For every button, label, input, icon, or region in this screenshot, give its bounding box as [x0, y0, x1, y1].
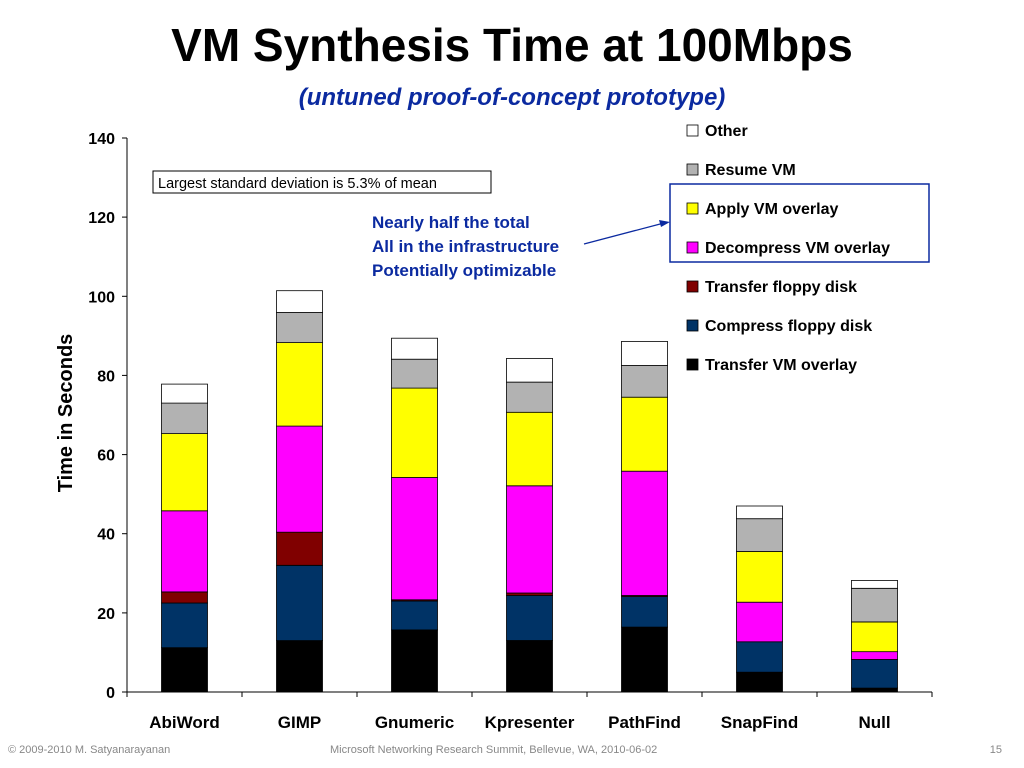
std-note-box	[152, 170, 492, 194]
y-tick-label: 100	[88, 289, 115, 306]
bar-segment	[851, 580, 898, 589]
bar-segment	[161, 647, 208, 693]
legend-swatch	[686, 280, 699, 293]
legend-swatch	[686, 358, 699, 371]
footer-event: Microsoft Networking Research Summit, Be…	[330, 744, 658, 756]
legend-label: Compress floppy disk	[705, 318, 872, 335]
bar-segment	[276, 531, 323, 566]
category-label: AbiWord	[149, 713, 220, 732]
bar-segment	[506, 357, 553, 383]
legend-swatch	[686, 319, 699, 332]
bar-segment	[736, 601, 783, 643]
page-number: 15	[989, 744, 1002, 756]
category-label: GIMP	[278, 713, 321, 732]
bar-segment	[276, 342, 323, 427]
legend-label: Decompress VM overlay	[705, 240, 890, 257]
bar-segment	[276, 565, 323, 642]
bar-segment	[621, 470, 668, 596]
bar-segment	[506, 485, 553, 594]
legend-label: Transfer floppy disk	[705, 279, 857, 296]
callout-text-line: Nearly half the total	[372, 213, 530, 232]
bar-segment	[621, 626, 668, 693]
callout-text-line: All in the infrastructure	[372, 237, 559, 256]
footer-copyright: © 2009-2010 M. Satyanarayanan	[8, 744, 171, 756]
bar-segment	[621, 340, 668, 366]
bar-segment	[161, 433, 208, 512]
bar-segment	[391, 600, 438, 631]
y-tick-label: 60	[97, 448, 115, 465]
bar-segment	[276, 640, 323, 693]
bar-segment	[391, 337, 438, 360]
slide-subtitle: (untuned proof-of-concept prototype)	[298, 84, 726, 111]
legend-swatch	[686, 124, 699, 137]
y-axis-title: Time in Seconds	[55, 334, 77, 493]
y-tick-label: 140	[88, 131, 115, 148]
bar-segment	[276, 425, 323, 533]
bar-segment	[391, 358, 438, 389]
bar-segment	[736, 641, 783, 673]
legend-label: Apply VM overlay	[705, 201, 838, 218]
bar-segment	[161, 402, 208, 435]
y-tick-label: 80	[97, 368, 115, 385]
std-note-text: Largest standard deviation is 5.3% of me…	[158, 176, 437, 192]
y-tick-label: 40	[97, 527, 115, 544]
bar-segment	[506, 381, 553, 413]
bar-segment	[391, 629, 438, 693]
bar-segment	[276, 290, 323, 313]
legend-swatch	[686, 163, 699, 176]
bar-segment	[506, 592, 553, 596]
bar-segment	[506, 411, 553, 487]
bar-segment	[851, 687, 898, 693]
slide-title: VM Synthesis Time at 100Mbps	[171, 19, 853, 71]
bar-segment	[161, 383, 208, 404]
bar-segment	[161, 591, 208, 604]
category-label: Gnumeric	[375, 713, 454, 732]
legend-highlight-box	[669, 183, 930, 263]
bar-segment	[161, 510, 208, 593]
callout-text-line: Potentially optimizable	[372, 261, 556, 280]
bar-segment	[851, 621, 898, 653]
legend-swatch	[686, 241, 699, 254]
category-label: SnapFind	[721, 713, 798, 732]
bar-segment	[161, 602, 208, 649]
legend-label: Other	[705, 123, 748, 140]
y-tick-label: 0	[106, 685, 115, 702]
bar-segment	[391, 387, 438, 478]
legend-label: Resume VM	[705, 162, 796, 179]
bar-segment	[276, 312, 323, 344]
legend-label: Transfer VM overlay	[705, 357, 857, 374]
bar-segment	[391, 477, 438, 601]
callout-arrow-line	[583, 222, 665, 245]
stacked-bar-chart: AbiWord GIMP Gnumeric Kpresenter PathFind Sna…	[55, 123, 933, 732]
legend-swatch	[686, 202, 699, 215]
bar-segment	[851, 659, 898, 689]
bar-segment	[736, 551, 783, 603]
category-label: PathFind	[608, 713, 681, 732]
bar-segment	[621, 396, 668, 472]
category-label: Kpresenter	[485, 713, 575, 732]
bar-segment	[621, 365, 668, 398]
y-tick-label: 20	[97, 606, 115, 623]
bar-segment	[851, 651, 898, 660]
category-label: Null	[858, 713, 890, 732]
bar-segment	[736, 671, 783, 693]
bar-segment	[506, 595, 553, 641]
bar-segment	[506, 640, 553, 693]
bar-segment	[736, 505, 783, 520]
y-tick-label: 120	[88, 210, 115, 227]
callout-arrow-head	[659, 220, 670, 227]
bar-segment	[851, 587, 898, 623]
bar-segment	[621, 596, 668, 628]
bar-segment	[736, 518, 783, 552]
